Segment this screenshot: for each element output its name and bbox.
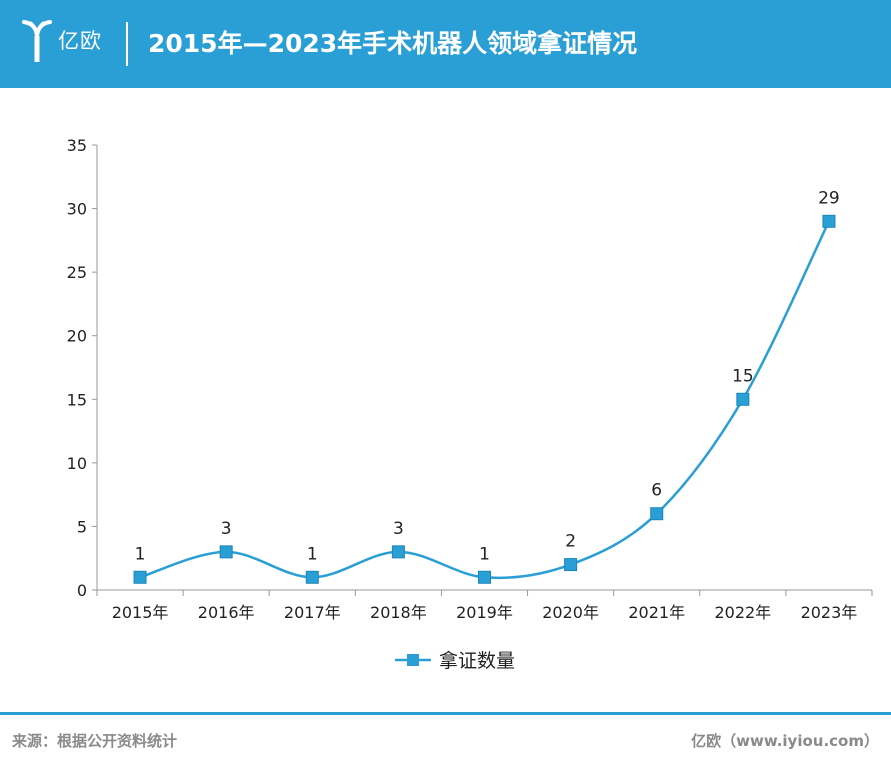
- yiou-logo-icon: [22, 20, 52, 62]
- x-tick-label: 2016年: [198, 603, 255, 622]
- data-point: [219, 545, 233, 559]
- x-tick-label: 2021年: [628, 603, 685, 622]
- x-tick-label: 2018年: [370, 603, 427, 622]
- data-label: 1: [307, 544, 318, 564]
- footer-source: 来源：根据公开资料统计: [12, 732, 178, 750]
- chart-legend: 拿证数量: [395, 649, 515, 672]
- y-tick-label: 25: [67, 263, 87, 282]
- data-point: [564, 558, 578, 572]
- line-chart: 0 5 10 15 20 25 30 35 2015年 2016年 2017年 2018年 2019年 2…: [67, 136, 873, 672]
- series-line: [139, 220, 831, 580]
- data-point: [650, 507, 664, 521]
- data-point: [736, 392, 750, 406]
- data-label: 3: [221, 519, 232, 539]
- data-point: [478, 570, 491, 584]
- data-label: 6: [651, 481, 662, 501]
- data-label: 1: [479, 544, 490, 564]
- data-point: [133, 570, 147, 584]
- y-tick-label: 30: [67, 200, 87, 219]
- series-line-layer: [139, 220, 831, 580]
- y-tick-label: 5: [77, 517, 87, 536]
- footer-credit: 亿欧（www.iyiou.com）: [691, 732, 879, 750]
- chart-axes: 0 5 10 15 20 25 30 35 2015年 2016年 2017年 2018年 2019年 2…: [67, 136, 873, 622]
- x-tick-label: 2015年: [112, 603, 169, 622]
- logo-text: 亿欧: [58, 29, 102, 53]
- y-tick-label: 20: [67, 327, 87, 346]
- legend-marker: [407, 654, 419, 666]
- page-title: 2015年—2023年手术机器人领域拿证情况: [148, 29, 638, 58]
- data-point: [822, 214, 836, 228]
- data-label: 15: [732, 366, 754, 386]
- data-label: 2: [565, 532, 576, 552]
- data-label: 3: [393, 519, 404, 539]
- y-tick-label: 35: [67, 136, 87, 155]
- footer-divider: [0, 712, 891, 715]
- x-tick-label: 2017年: [284, 603, 341, 622]
- series-marker-layer: [133, 214, 836, 584]
- y-tick-label: 10: [67, 454, 87, 473]
- data-point: [391, 545, 405, 559]
- data-label: 29: [818, 188, 840, 208]
- y-tick-label: 0: [77, 581, 87, 600]
- y-tick-label: 15: [67, 390, 87, 409]
- data-label: 1: [135, 544, 146, 564]
- x-tick-label: 2022年: [714, 603, 771, 622]
- x-tick-label: 2019年: [456, 603, 513, 622]
- data-point: [305, 570, 319, 584]
- x-tick-label: 2023年: [801, 603, 858, 622]
- data-label-layer: 1 3 1 3 1 2 6 15 29: [135, 188, 840, 564]
- header-banner: 亿欧 2015年—2023年手术机器人领域拿证情况: [0, 0, 891, 88]
- x-tick-label: 2020年: [542, 603, 599, 622]
- header-divider: [126, 22, 128, 66]
- legend-label: 拿证数量: [439, 649, 515, 672]
